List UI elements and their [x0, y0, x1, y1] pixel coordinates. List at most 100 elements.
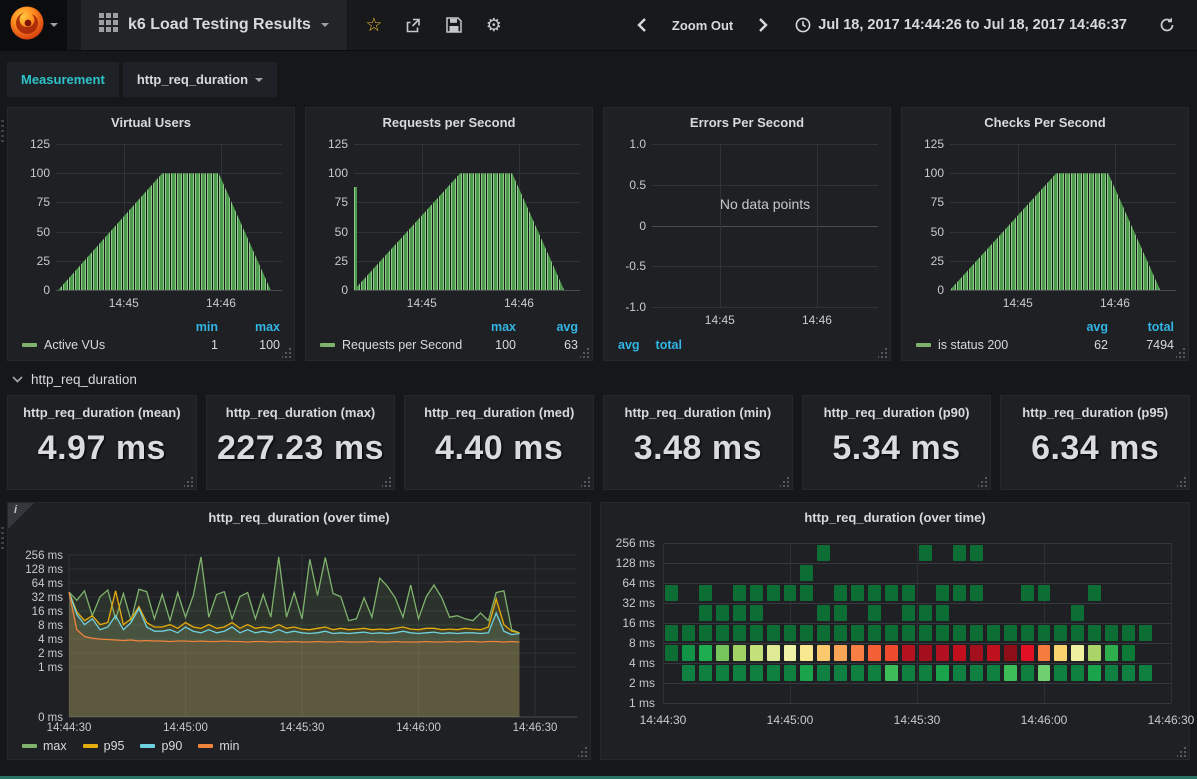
y-axis-label: -0.5 [625, 259, 646, 274]
time-range-button[interactable]: Jul 18, 2017 14:44:26 to Jul 18, 2017 14… [783, 17, 1139, 33]
y-axis-label: 75 [36, 195, 50, 210]
panel-title[interactable]: http_req_duration (p95) [1022, 405, 1169, 420]
x-axis-label: 14:46 [1099, 296, 1130, 310]
heatmap-cell [902, 665, 915, 681]
x-axis-label: 14:45 [406, 296, 437, 310]
legend-header[interactable]: max [254, 320, 280, 334]
legend-header[interactable]: min [195, 320, 218, 334]
heatmap-cell [681, 625, 695, 641]
y-axis-label: 0 [937, 283, 944, 297]
panel-legend: avg total [618, 338, 876, 352]
panel-resize-handle[interactable] [282, 348, 292, 358]
panel-title[interactable]: Checks Per Second [984, 115, 1106, 130]
share-button[interactable] [398, 9, 430, 41]
panel-resize-handle[interactable] [978, 477, 988, 487]
x-axis-label: 14:45 [704, 313, 735, 327]
refresh-button[interactable] [1151, 9, 1183, 41]
heatmap-cell [969, 645, 983, 661]
heatmap-cell [1003, 665, 1017, 681]
legend-header[interactable]: total [655, 338, 682, 352]
chevron-down-icon [255, 77, 264, 82]
panel-resize-handle[interactable] [1176, 348, 1186, 358]
panel-title[interactable]: http_req_duration (max) [225, 405, 376, 420]
navbar: k6 Load Testing Results ☆ ⚙ Zoom Out [0, 0, 1197, 51]
panel-title[interactable]: http_req_duration (mean) [23, 405, 181, 420]
bottom-panel-row: i http_req_duration (over time) 256 ms 12… [0, 490, 1197, 760]
legend-series-p90[interactable]: p90 [140, 739, 182, 753]
heatmap-cell [817, 625, 831, 641]
row-toggle-http-req-duration[interactable]: http_req_duration [0, 361, 1197, 393]
legend-series-max[interactable]: max [22, 739, 67, 753]
heatmap-cell [1122, 625, 1136, 641]
legend-series[interactable]: is status 200 [916, 338, 1056, 352]
legend-series[interactable]: Active VUs [22, 338, 166, 352]
panel-title[interactable]: http_req_duration (over time) [208, 510, 390, 525]
heatmap-cell [732, 665, 746, 681]
y-axis-label: 2 ms [628, 676, 655, 690]
dashboard-picker[interactable]: k6 Load Testing Results [81, 0, 348, 50]
heatmap-cell [1105, 665, 1119, 681]
legend-header[interactable]: total [1147, 320, 1174, 334]
heatmap-cell [851, 665, 865, 681]
panel-resize-handle[interactable] [183, 477, 194, 487]
legend-header[interactable]: avg [618, 338, 640, 352]
heatmap-cell [800, 585, 814, 601]
panel-resize-handle[interactable] [878, 348, 888, 358]
time-forward-button[interactable] [747, 9, 779, 41]
zoom-out-button[interactable]: Zoom Out [671, 17, 734, 33]
series-area [950, 173, 1161, 290]
heatmap-plot: 256 ms 128 ms 64 ms 32 ms 16 ms 8 ms 4 ms 2 ms 1… [601, 529, 1195, 759]
heatmap-cell [1071, 645, 1085, 661]
save-button[interactable] [438, 9, 470, 41]
panel-resize-handle[interactable] [779, 477, 790, 487]
panel-resize-handle[interactable] [581, 477, 591, 487]
stat-value: 3.48 ms [633, 429, 762, 467]
panel-resize-handle[interactable] [580, 348, 590, 358]
panel-title[interactable]: http_req_duration (min) [624, 405, 772, 420]
variable-dropdown[interactable]: http_req_duration [122, 62, 278, 97]
heatmap-cell [1037, 625, 1051, 641]
legend-series-min[interactable]: min [198, 739, 240, 753]
star-button[interactable]: ☆ [358, 9, 390, 41]
legend-header[interactable]: avg [1086, 320, 1108, 334]
heatmap-cell [783, 625, 797, 641]
heatmap-cell [919, 625, 932, 641]
row-drag-handle[interactable] [1, 120, 4, 142]
legend-series-p95[interactable]: p95 [82, 739, 124, 753]
heatmap-cell [969, 665, 983, 681]
panel-title[interactable]: Requests per Second [382, 115, 516, 130]
panel-title[interactable]: http_req_duration (med) [424, 405, 575, 420]
panel-title[interactable]: Errors Per Second [689, 115, 805, 130]
panel-resize-handle[interactable] [1177, 747, 1187, 757]
svg-text:14:46:30: 14:46:30 [513, 722, 558, 731]
panel-title[interactable]: Virtual Users [111, 115, 191, 130]
y-axis-label: 125 [327, 137, 348, 151]
y-axis-label: 50 [334, 224, 348, 239]
heatmap-cell [800, 665, 814, 681]
panel-info-corner[interactable] [8, 503, 34, 529]
panel-resize-handle[interactable] [578, 747, 588, 757]
heatmap-cell [1088, 645, 1102, 661]
chevron-right-icon [759, 18, 768, 32]
y-axis-label: 125 [923, 137, 944, 151]
legend-header[interactable]: avg [556, 320, 578, 334]
legend-series[interactable]: Requests per Second [320, 338, 464, 352]
x-axis-label: 14:46:30 [1147, 713, 1195, 727]
add-row-bar[interactable] [0, 776, 1197, 779]
heatmap-cell [834, 625, 848, 641]
row-drag-handle[interactable] [1, 527, 4, 549]
panel-resize-handle[interactable] [1177, 477, 1187, 487]
heatmap-cell [834, 585, 848, 601]
settings-button[interactable]: ⚙ [478, 9, 510, 41]
panel-title[interactable]: http_req_duration (p90) [823, 405, 970, 420]
panel-title[interactable]: http_req_duration (over time) [804, 510, 986, 525]
time-back-button[interactable] [626, 9, 658, 41]
x-axis-label: 14:45:00 [766, 713, 814, 727]
grafana-menu-button[interactable] [0, 0, 67, 50]
panel-resize-handle[interactable] [382, 477, 392, 487]
legend-header[interactable]: max [490, 320, 516, 334]
variable-label: Measurement [7, 62, 119, 97]
series-swatch [82, 744, 98, 748]
x-axis-label: 14:45:30 [893, 713, 941, 727]
heatmap-cell [800, 645, 814, 661]
